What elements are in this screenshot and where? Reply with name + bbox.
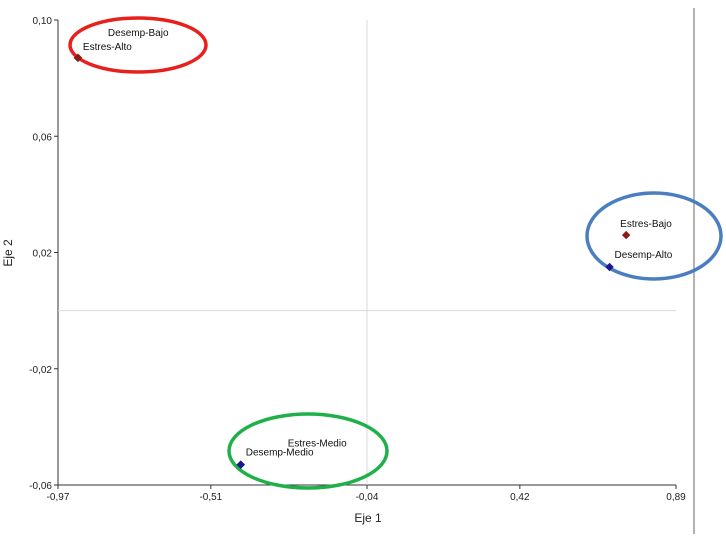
point-label: Desemp-Bajo: [108, 28, 169, 39]
x-tick-label: -0,04: [356, 492, 379, 503]
reference-lines: [58, 20, 676, 485]
highlight-ellipse: [227, 412, 389, 490]
point-label: Desemp-Medio: [246, 448, 314, 459]
highlight-ellipses: [68, 16, 723, 490]
data-points: [73, 53, 631, 469]
point-label: Estres-Alto: [83, 42, 132, 53]
x-tick-label: 0,42: [510, 492, 530, 503]
data-point-marker: [605, 262, 614, 272]
data-point-marker: [236, 460, 245, 469]
y-tick-label: 0,06: [33, 132, 53, 143]
y-tick-label: 0,10: [33, 16, 53, 27]
point-labels: Desemp-Bajo Estres-Alto Estres-Bajo Desemp-…: [83, 28, 673, 459]
axes: -0,97 -0,51 -0,04 0,42 0,89 -0,06 -0,02 0,02 0,0…: [29, 8, 695, 534]
x-tick-label: -0,97: [47, 492, 70, 503]
y-axis-title: Eje 2: [1, 239, 15, 267]
data-point-marker: [73, 53, 83, 62]
data-point-marker: [621, 230, 631, 240]
y-tick-label: -0,02: [29, 365, 52, 376]
x-tick-label: -0,51: [199, 492, 222, 503]
point-label: Desemp-Alto: [615, 250, 673, 261]
x-tick-label: 0,89: [666, 492, 686, 503]
x-axis-title: Eje 1: [354, 511, 382, 525]
highlight-ellipse: [68, 16, 208, 74]
y-tick-label: 0,02: [33, 249, 53, 260]
point-label: Estres-Bajo: [620, 219, 672, 230]
point-label: Estres-Medio: [288, 439, 347, 450]
y-tick-label: -0,06: [29, 481, 52, 492]
highlight-ellipse: [585, 191, 723, 281]
